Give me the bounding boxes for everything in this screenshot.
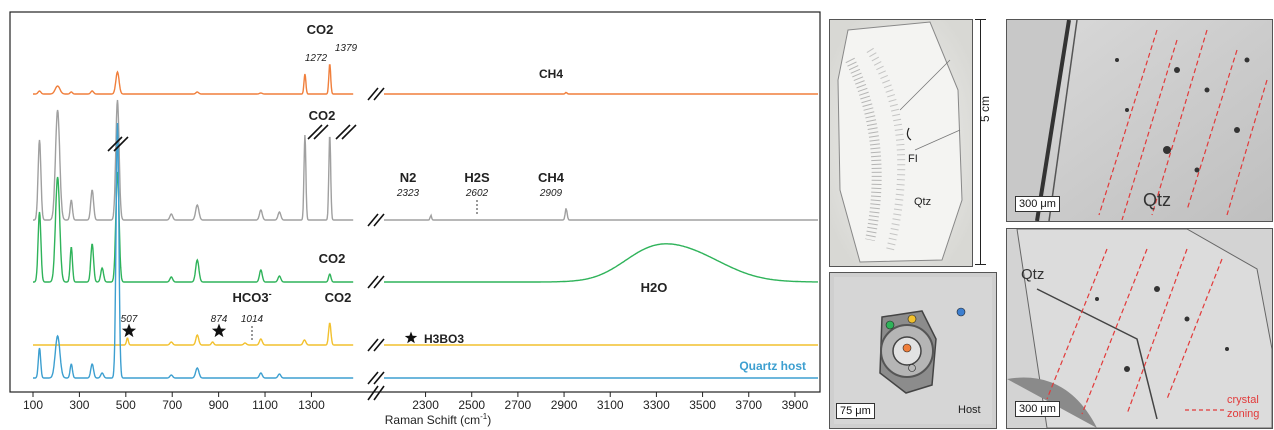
spot-blue — [956, 307, 966, 317]
quartz-crystal-photo: FI Qtz — [829, 19, 973, 267]
host-label: Host — [958, 404, 981, 416]
x-tick-label: 2300 — [412, 398, 439, 412]
qtz-label-crystal: Qtz — [914, 196, 931, 208]
n2-label: N2 — [400, 170, 417, 185]
star-marker — [121, 323, 137, 338]
x-tick-label: 2500 — [458, 398, 485, 412]
axis-break-mark — [367, 213, 379, 227]
spectrum-line-yellow — [33, 322, 818, 346]
x-axis-label: Raman Schift (cm-1) — [385, 412, 491, 427]
hco3-label: HCO3- — [232, 289, 271, 305]
axis-break-mark — [367, 385, 379, 401]
axis-break-mark — [373, 338, 385, 352]
axis-break-mark — [367, 275, 379, 289]
ch4-gray-label: CH4 — [538, 170, 565, 185]
hco3-value: 1014 — [241, 314, 264, 325]
spectrum-line-green — [33, 171, 818, 283]
scale-tick-bottom — [975, 264, 986, 265]
quartz-microphoto-top-image: Qtz — [1007, 20, 1272, 221]
h2s-label: H2S — [464, 170, 490, 185]
axis-break-mark — [373, 213, 385, 227]
axis-break-mark — [373, 87, 385, 101]
spot-yellow — [907, 314, 917, 324]
scale-tick-top — [975, 19, 986, 20]
raman-spectra-chart: 100 300 500 700 900 1100 1300 2300 2500 2700 2900 3… — [9, 11, 821, 427]
x-tick-label: 900 — [209, 398, 229, 412]
x-tick-label: 3500 — [689, 398, 716, 412]
peak-truncation-mark — [341, 124, 357, 140]
co2-green-label: CO2 — [319, 251, 346, 266]
axis-break-mark — [373, 371, 385, 385]
spot-green — [885, 320, 895, 330]
qtz-label-top: Qtz — [1143, 190, 1171, 210]
h3bo3-label: H3BO3 — [424, 332, 464, 346]
n2-value: 2323 — [396, 188, 420, 199]
quartz-microphoto-bottom-image: Qtz crystal zoning — [1007, 229, 1272, 428]
quartz-microphoto-top: Qtz 300 μm — [1006, 19, 1273, 222]
x-tick-label: 3900 — [782, 398, 809, 412]
axis-break-mark — [367, 87, 379, 101]
peak-truncation-mark — [307, 124, 323, 140]
fluid-inclusion-photo: Host 75 μm — [829, 272, 997, 429]
crystal-zoning-label-1: crystal — [1227, 394, 1259, 406]
axis-break-mark — [367, 338, 379, 352]
co2-orange-label: CO2 — [307, 22, 334, 37]
plot-frame — [9, 11, 821, 393]
co2-gray-label: CO2 — [309, 108, 336, 123]
scale-300um-top: 300 μm — [1015, 196, 1060, 212]
ch4-orange-label: CH4 — [539, 67, 563, 81]
x-tick-label: 1300 — [298, 398, 325, 412]
x-tick-label: 3700 — [735, 398, 762, 412]
peak-truncation-mark — [335, 124, 351, 140]
quartz-crystal-image: FI Qtz — [830, 20, 972, 266]
scale-300um-bottom: 300 μm — [1015, 401, 1060, 417]
h2s-value: 2602 — [465, 188, 489, 199]
spot-gray — [908, 364, 916, 372]
boric-acid-star-group — [121, 323, 418, 344]
annotation-group: CO2 1272 1379 CH4 CO2 N2 2323 H2S 2602 C… — [121, 22, 806, 427]
spectrum-line-orange — [33, 64, 818, 95]
axis-break-group — [107, 87, 385, 401]
x-tick-label: 700 — [162, 398, 182, 412]
x-axis-ticks: 100 300 500 700 900 1100 1300 2300 2500 2700 2900 3… — [23, 392, 809, 412]
peak-507-label: 507 — [121, 314, 138, 325]
quartz-microphoto-bottom: Qtz crystal zoning 300 μm — [1006, 228, 1273, 429]
x-tick-label: 500 — [116, 398, 136, 412]
spectra-group — [33, 64, 818, 379]
peak-truncation-mark — [113, 136, 129, 152]
co2-yellow-label: CO2 — [325, 290, 352, 305]
five-cm-scale-bar — [980, 19, 981, 265]
spectrum-line-blue — [33, 122, 818, 379]
spectrum-line-gray — [33, 99, 818, 221]
crystal-zoning-label-2: zoning — [1227, 408, 1259, 420]
spot-orange — [902, 343, 912, 353]
star-marker — [211, 323, 227, 338]
qtz-label-bottom: Qtz — [1021, 266, 1044, 283]
x-tick-label: 100 — [23, 398, 43, 412]
peak-874-label: 874 — [211, 314, 228, 325]
x-tick-label: 2900 — [551, 398, 578, 412]
x-tick-label: 300 — [69, 398, 89, 412]
x-tick-label: 3100 — [597, 398, 624, 412]
ch4-gray-value: 2909 — [539, 188, 563, 199]
axis-break-mark — [373, 275, 385, 289]
peak-1379-label: 1379 — [335, 43, 358, 54]
axis-break-mark — [367, 371, 379, 385]
x-tick-label: 3300 — [643, 398, 670, 412]
star-marker — [404, 331, 418, 344]
peak-truncation-mark — [313, 124, 329, 140]
fluid-inclusion-image: Host — [830, 273, 996, 428]
x-tick-label: 1100 — [252, 398, 278, 412]
fi-label: FI — [908, 153, 918, 165]
five-cm-label: 5 cm — [978, 95, 992, 122]
scale-75um: 75 μm — [836, 403, 875, 419]
x-tick-label: 2700 — [505, 398, 532, 412]
peak-1272-label: 1272 — [305, 53, 328, 64]
axis-break-mark — [373, 385, 385, 401]
h2o-label: H2O — [641, 280, 668, 295]
peak-truncation-mark — [107, 136, 123, 152]
quartz-host-label: Quartz host — [739, 359, 806, 373]
